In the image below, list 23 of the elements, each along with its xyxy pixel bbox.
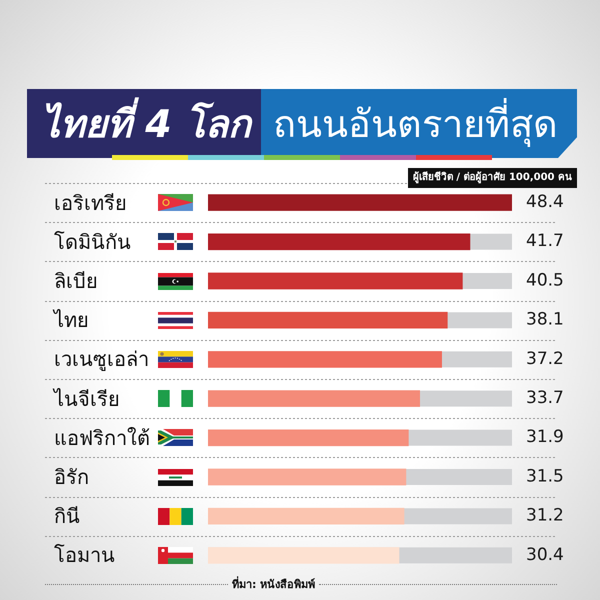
data-label: 37.2 [526,348,564,369]
data-label: 30.4 [526,544,564,565]
data-label: 48.4 [526,192,564,212]
y-tick-label: โดมินิกัน [53,228,132,256]
data-label: 31.5 [526,466,564,486]
y-tick-label: ลิเบีย [53,268,99,295]
data-label: 40.5 [526,270,564,290]
chart-subtitle: ผู้เสียชีวิต / ต่อผู้อาศัย 100,000 คน [408,168,577,188]
y-tick-label: กินี [53,503,81,530]
data-label: 38.1 [526,310,564,330]
chart-title: ไทยที่ 4 โลก ถนนอันตรายที่สุด [40,96,559,149]
text: ที่มา: หนังสือพิมพ์ [231,575,316,593]
y-tick-label: เวเนซูเอล่า [53,346,150,374]
y-tick-label: แอฟริกาใต้ [53,424,151,452]
data-label: 33.7 [526,388,564,408]
data-label: 31.9 [526,427,564,448]
y-tick-label: เอริเทรีย [53,190,128,217]
y-tick-label: อิรัก [53,464,90,491]
data-label: 31.2 [526,506,564,526]
data-label: 41.7 [526,231,564,252]
y-tick-label: ไนจีเรีย [52,386,121,413]
y-tick-label: ไทย [52,307,90,334]
y-tick-label: โอมาน [53,542,116,570]
